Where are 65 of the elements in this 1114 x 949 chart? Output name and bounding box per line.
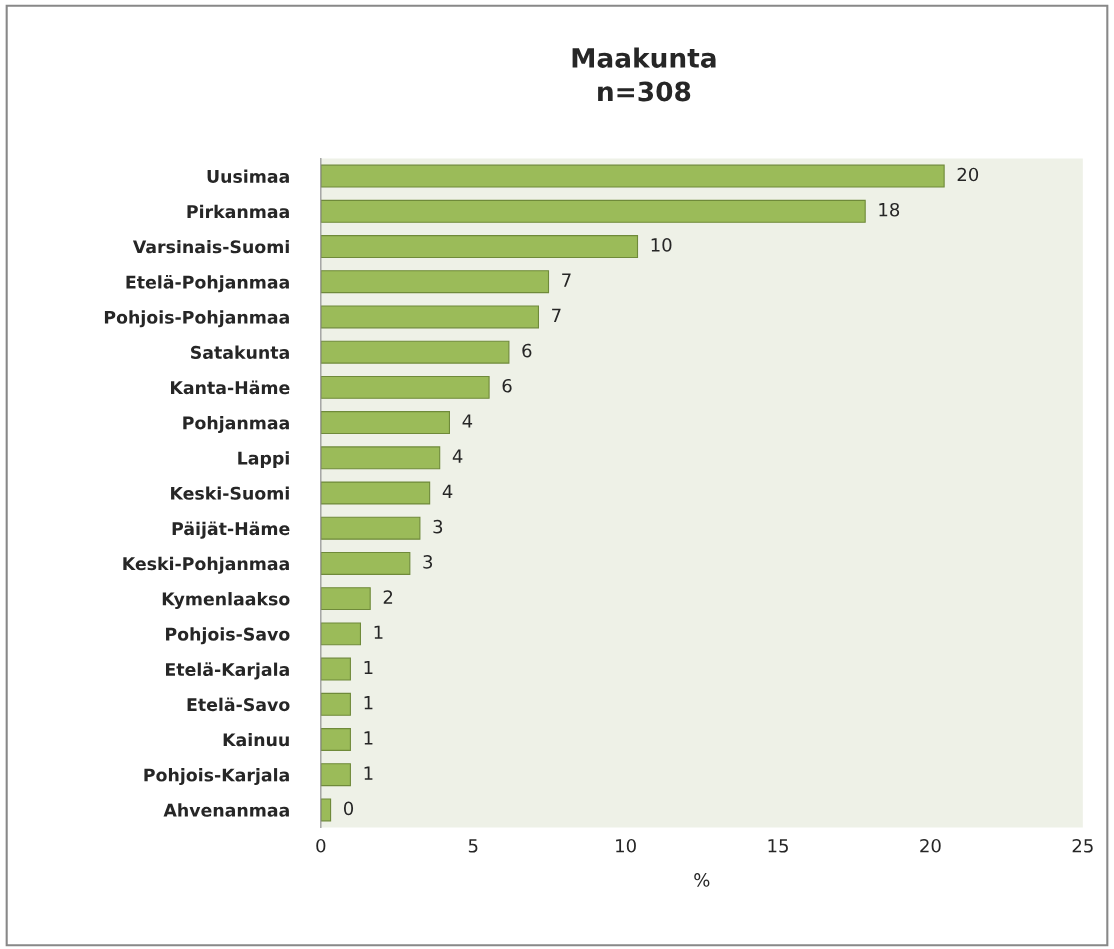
bar [320, 270, 550, 294]
data-label: 3 [433, 519, 443, 534]
data-label: 6 [522, 343, 532, 358]
x-tick-label: 0 [316, 838, 326, 853]
y-tick-label: Kanta-Häme [171, 380, 290, 395]
bar [320, 516, 421, 540]
y-tick-label: Pohjanmaa [183, 415, 289, 433]
x-tick-label: 10 [616, 838, 636, 853]
x-axis-title: % [694, 873, 710, 887]
y-tick-label: Etelä-Pohjanmaa [126, 275, 289, 293]
data-label: 10 [651, 238, 672, 252]
y-tick-label: Satakunta [191, 345, 289, 359]
data-label: 6 [502, 378, 512, 393]
x-tick-label: 20 [920, 838, 941, 853]
y-tick-label: Uusimaa [207, 169, 289, 183]
y-tick-label: Ahvenanmaa [163, 803, 289, 817]
data-label: 4 [462, 414, 473, 428]
bar [320, 305, 540, 329]
bar [320, 411, 451, 435]
bar [320, 235, 639, 258]
data-label: 4 [442, 484, 453, 498]
chart-title: Maakunta n=308 [572, 47, 716, 102]
y-tick-label: Kymenlaakso [162, 592, 290, 609]
y-tick-label: Keski-Suomi [171, 486, 289, 500]
bar [320, 164, 945, 188]
bar [320, 692, 351, 716]
data-label: 1 [364, 731, 373, 745]
x-tick-label: 15 [768, 839, 788, 853]
data-label: 1 [364, 766, 373, 780]
data-label: 2 [383, 590, 393, 604]
data-label: 4 [452, 449, 463, 463]
bar [320, 340, 510, 364]
bar [320, 199, 866, 223]
bar [320, 657, 351, 681]
bar [320, 728, 351, 751]
y-tick-label: Kainuu [223, 732, 289, 747]
bar [320, 446, 441, 470]
bar [320, 763, 351, 787]
data-label: 1 [364, 660, 373, 675]
y-tick-label: Etelä-Savo [187, 697, 290, 712]
data-label: 3 [423, 555, 433, 569]
y-tick-label: Keski-Pohjanmaa [123, 556, 289, 574]
data-label: 7 [562, 273, 571, 287]
y-tick-label: Päijät-Häme [172, 521, 290, 539]
data-label: 0 [343, 801, 354, 816]
x-tick-label: 5 [468, 839, 478, 853]
y-tick-label: Varsinais-Suomi [132, 239, 289, 254]
y-tick-label: Pohjois-Savo [166, 627, 290, 645]
bar [320, 551, 411, 575]
data-label: 20 [957, 167, 979, 182]
y-tick-label: Pohjois-Karjala [144, 768, 289, 786]
y-tick-label: Pirkanmaa [187, 204, 289, 219]
y-tick-label: Pohjois-Pohjanmaa [104, 310, 289, 328]
y-tick-label: Etelä-Karjala [166, 662, 289, 680]
bar [320, 798, 332, 822]
bar [320, 481, 431, 505]
data-label: 7 [552, 308, 561, 322]
bar [320, 587, 371, 611]
data-label: 1 [374, 625, 383, 639]
data-label: 1 [364, 696, 373, 710]
data-label: 18 [879, 202, 900, 217]
y-tick-label: Lappi [238, 451, 289, 468]
bar [320, 375, 490, 399]
x-tick-label: 25 [1072, 838, 1093, 853]
bar [320, 622, 362, 646]
